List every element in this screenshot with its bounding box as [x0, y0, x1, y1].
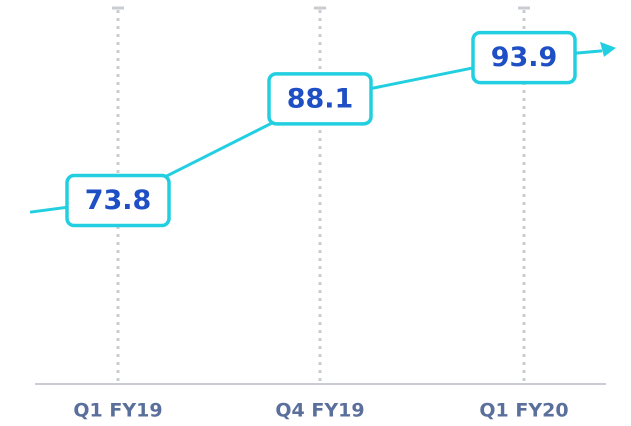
x-tick-label: Q1 FY19: [73, 400, 162, 422]
x-tick-label: Q1 FY20: [479, 400, 568, 422]
line-arrowhead: [600, 41, 616, 57]
data-label: 93.9: [491, 42, 558, 73]
data-label: 88.1: [287, 83, 354, 114]
data-label: 73.8: [85, 185, 152, 216]
x-tick-label: Q4 FY19: [275, 400, 364, 422]
value-box: [267, 72, 373, 126]
value-box: [471, 30, 577, 85]
value-box: [65, 173, 171, 228]
